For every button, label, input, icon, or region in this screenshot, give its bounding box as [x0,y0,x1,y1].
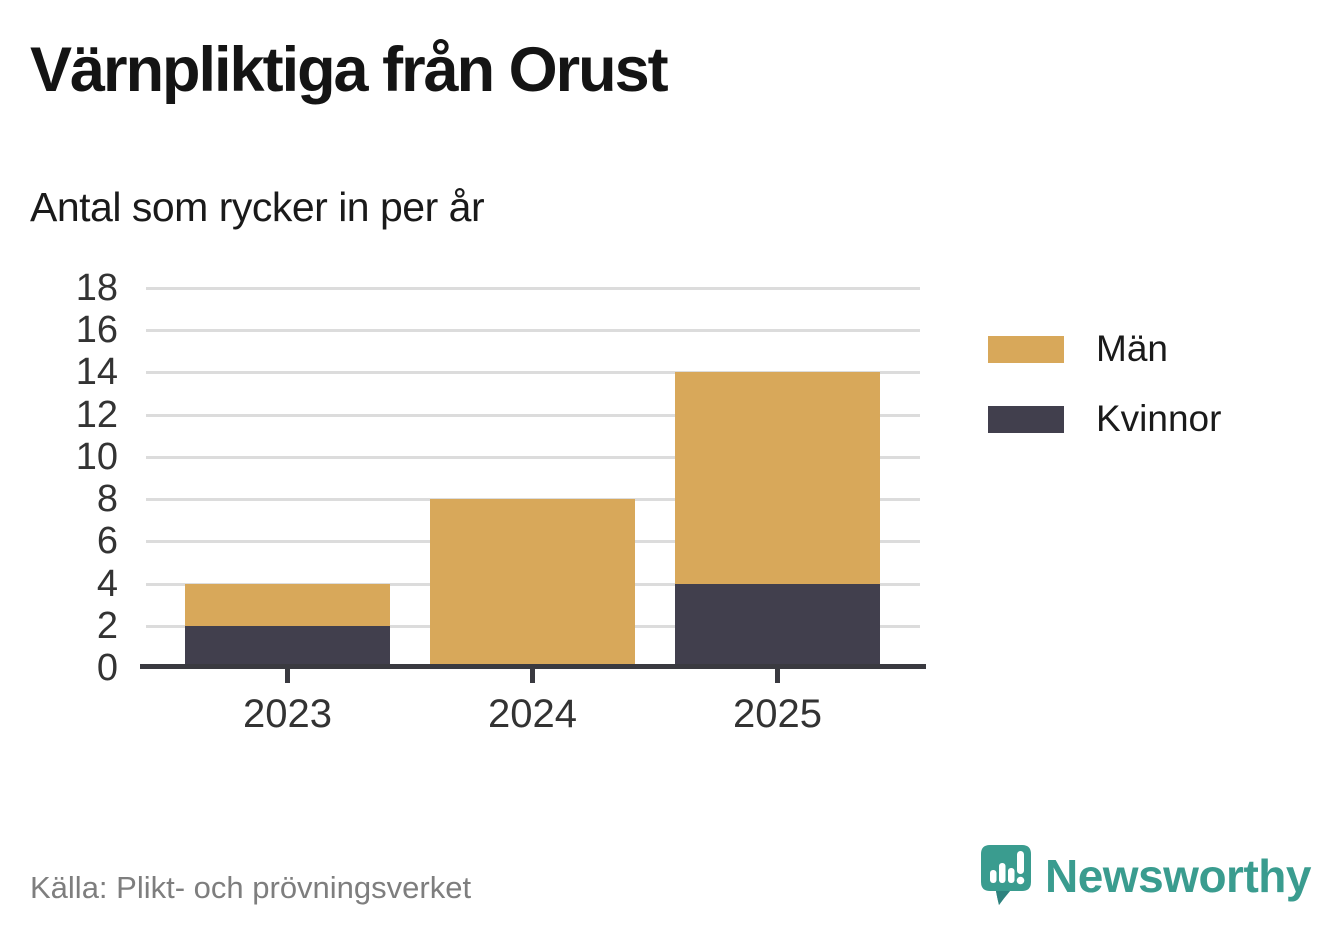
bar-segment-män-2024 [430,499,635,668]
y-axis-label: 2 [96,604,118,647]
y-axis-label: 18 [75,267,118,309]
y-axis-label: 4 [96,562,118,605]
legend-item-kvinnor: Kvinnor [988,398,1221,440]
brand-name: Newsworthy [1045,849,1311,902]
bar-segment-kvinnor-2025 [675,583,880,668]
bar-segment-män-2025 [675,372,880,584]
y-axis-label: 16 [75,309,118,352]
x-axis-tick [775,669,780,683]
x-axis-tick [285,669,290,683]
legend-label: Kvinnor [1096,398,1222,439]
plot-area [146,287,920,668]
bar-segment-kvinnor-2023 [185,625,390,668]
gridline [146,455,920,459]
legend-swatch [988,335,1064,363]
y-axis-label: 0 [96,647,118,689]
newsworthy-icon [981,845,1031,905]
y-axis-label: 6 [96,520,118,563]
legend-swatch [988,405,1064,433]
y-axis-label: 10 [75,435,118,478]
bar-segment-män-2023 [185,583,390,626]
chart-subtitle: Antal som rycker in per år [30,184,485,230]
source-text: Källa: Plikt- och prövningsverket [30,870,472,905]
x-axis-tick [530,669,535,683]
y-axis-label: 8 [96,478,118,521]
y-axis-label: 12 [75,393,118,436]
legend-label: Män [1096,328,1168,369]
x-axis-label: 2023 [243,692,332,736]
brand-logo: Newsworthy [977,842,1311,909]
gridline [146,413,920,417]
gridline [146,371,920,375]
chart-title: Värnpliktiga från Orust [30,35,669,105]
gridline [146,329,920,333]
legend: Män Kvinnor [988,328,1221,468]
legend-item-män: Män [988,328,1221,370]
y-axis-label: 14 [75,351,118,394]
x-axis-line [140,664,926,669]
x-axis-label: 2025 [733,692,822,736]
x-axis-label: 2024 [488,692,577,736]
gridline [146,287,920,290]
